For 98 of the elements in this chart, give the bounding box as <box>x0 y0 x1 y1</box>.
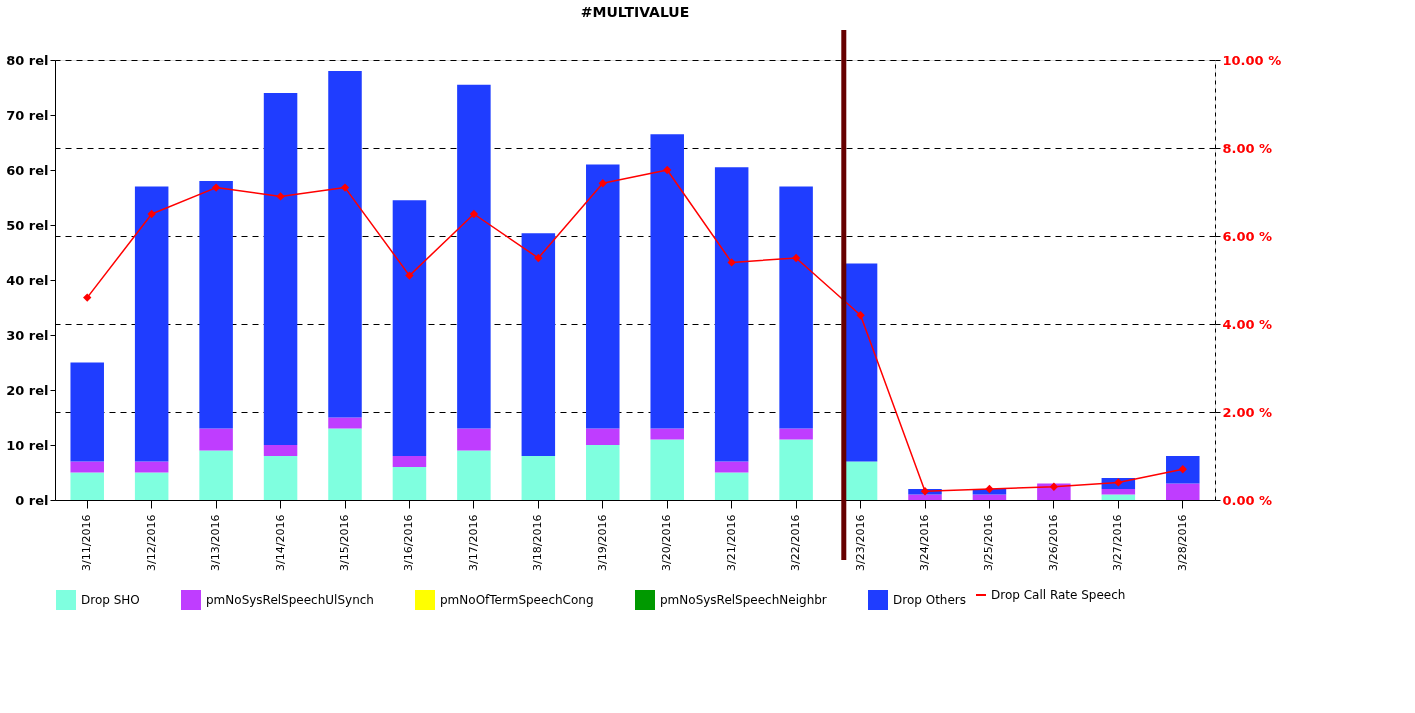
bar <box>650 439 684 500</box>
point <box>276 192 285 201</box>
bar <box>199 450 233 500</box>
x-tick-label: 3/28/2016 <box>1175 514 1189 571</box>
y2-tick-label: 10.00 % <box>1222 52 1282 68</box>
bar <box>70 362 104 462</box>
legend-label: Drop Call Rate Speech <box>991 588 1126 602</box>
x-tick-label: 3/21/2016 <box>724 514 738 571</box>
bar <box>263 456 298 500</box>
point <box>856 311 865 320</box>
bar <box>328 428 362 500</box>
point <box>211 183 221 192</box>
bar <box>457 428 491 451</box>
x-tick-label: 3/15/2016 <box>338 514 351 571</box>
bar <box>134 472 169 500</box>
x-tick-label: 3/13/2016 <box>209 514 223 571</box>
x-tick-label: 3/17/2016 <box>466 514 480 571</box>
bar <box>714 472 749 500</box>
bar <box>392 456 427 467</box>
bar <box>714 167 749 462</box>
point <box>340 183 350 192</box>
bar <box>199 181 233 429</box>
point <box>598 179 607 188</box>
bar <box>650 134 684 429</box>
bar <box>908 494 942 500</box>
bar <box>779 439 813 500</box>
bar <box>134 461 169 473</box>
y2-tick-label: 4.00 % <box>1222 316 1273 332</box>
y-tick-label: 80 rel <box>6 52 49 68</box>
x-tick-label: 3/27/2016 <box>1111 514 1125 571</box>
x-tick-label: 3/11/2016 <box>80 514 94 571</box>
x-tick-label: 3/26/2016 <box>1046 514 1060 571</box>
legend-label: pmNoSysRelSpeechUlSynch <box>206 593 374 607</box>
bar <box>70 472 104 500</box>
bar <box>392 200 427 456</box>
bar <box>1166 483 1200 500</box>
bar <box>457 84 491 429</box>
chart-title: #MULTIVALUE <box>580 3 690 20</box>
bar <box>586 428 620 445</box>
y2-tick-label: 0.00 % <box>1222 492 1273 508</box>
legend-label: pmNoOfTermSpeechCong <box>440 593 594 607</box>
bar <box>650 428 684 440</box>
y-tick-label: 10 rel <box>6 437 49 453</box>
x-tick-label: 3/24/2016 <box>918 514 931 571</box>
bar <box>134 186 169 462</box>
bar <box>328 71 362 418</box>
bar <box>1101 494 1136 500</box>
bar <box>843 461 878 500</box>
bar <box>1166 456 1200 484</box>
bar <box>328 417 362 429</box>
x-tick-label: 3/14/2016 <box>273 514 287 571</box>
legend-label: Drop SHO <box>81 593 140 607</box>
bar <box>70 461 104 473</box>
point <box>920 487 930 496</box>
bar <box>586 164 620 429</box>
point <box>727 258 736 267</box>
y-tick-label: 20 rel <box>6 382 49 398</box>
x-tick-label: 3/19/2016 <box>595 514 609 571</box>
bar <box>1101 489 1136 495</box>
bar <box>263 445 298 456</box>
y2-tick-label: 2.00 % <box>1222 404 1273 420</box>
point <box>791 253 801 263</box>
point <box>469 209 479 219</box>
y-tick-label: 60 rel <box>6 162 49 178</box>
bar <box>972 494 1007 500</box>
x-tick-label: 3/12/2016 <box>144 514 158 571</box>
bar <box>843 263 878 462</box>
bar <box>457 450 491 500</box>
y-tick-label: 30 rel <box>6 327 49 343</box>
bar <box>392 467 427 500</box>
point <box>534 253 543 263</box>
point <box>663 165 672 175</box>
point <box>147 209 156 219</box>
y-tick-label: 0 rel <box>15 492 49 508</box>
bar <box>263 93 298 445</box>
bar <box>199 428 233 451</box>
x-tick-label: 3/20/2016 <box>660 514 674 571</box>
y2-tick-label: 8.00 % <box>1222 140 1273 156</box>
bar <box>586 445 620 500</box>
point <box>405 271 414 280</box>
x-tick-label: 3/23/2016 <box>853 514 867 571</box>
point <box>985 484 994 494</box>
x-tick-label: 3/18/2016 <box>531 514 545 571</box>
x-tick-label: 3/16/2016 <box>402 514 416 571</box>
x-tick-label: 3/25/2016 <box>982 514 996 571</box>
legend-label: pmNoSysRelSpeechNeighbr <box>660 593 827 607</box>
bar <box>779 428 813 440</box>
y-tick-label: 50 rel <box>6 217 49 233</box>
bar <box>521 233 556 456</box>
point <box>83 293 92 302</box>
y-tick-label: 70 rel <box>6 107 49 123</box>
bar <box>779 186 813 429</box>
x-tick-label: 3/22/2016 <box>789 514 803 571</box>
bar <box>714 461 749 473</box>
legend-label: Drop Others <box>893 593 967 607</box>
y2-tick-label: 6.00 % <box>1222 228 1273 244</box>
y-tick-label: 40 rel <box>6 272 49 288</box>
bar <box>521 456 556 500</box>
